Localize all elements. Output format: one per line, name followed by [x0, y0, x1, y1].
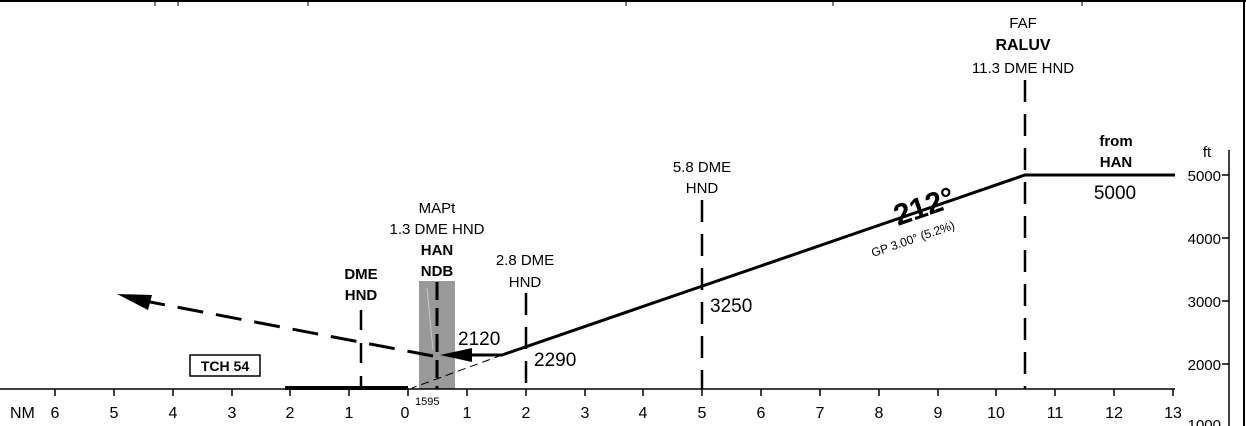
glidepath-extension — [411, 354, 503, 389]
dme-hnd-line1: DME — [344, 266, 377, 283]
dme-2-8-label: 2.8 DME HND — [496, 252, 554, 291]
approach-arrowhead — [440, 348, 472, 362]
dme-5-8-line1: 5.8 DME — [673, 159, 731, 176]
missed-approach-arrowhead — [117, 294, 152, 310]
nm-tick-label: 3 — [228, 405, 237, 422]
nm-tick-label: 3 — [581, 405, 590, 422]
dme-hnd-line2: HND — [345, 287, 378, 304]
nm-tick-label: 2 — [522, 405, 531, 422]
mapt-label-group: MAPt 1.3 DME HND HAN NDB — [389, 200, 484, 280]
faf-label-group: FAF RALUV 11.3 DME HND — [972, 15, 1074, 77]
dme-hnd-label: DME HND — [344, 266, 377, 304]
mapt-han: HAN — [421, 242, 454, 259]
missed-approach-path — [149, 300, 434, 358]
alt-tick-label: 1000 — [1188, 417, 1221, 426]
faf-role: FAF — [1009, 15, 1037, 32]
nm-tick-label: 6 — [51, 405, 60, 422]
threshold-elevation: 1595 — [415, 396, 439, 408]
alt-tick-label: 4000 — [1188, 231, 1221, 248]
alt-tick-label: 2000 — [1188, 357, 1221, 374]
alt-2290-label: 2290 — [534, 350, 576, 371]
nm-tick-label: 9 — [934, 405, 943, 422]
alt-2120-label: 2120 — [458, 329, 500, 350]
mapt-dme: 1.3 DME HND — [389, 221, 484, 238]
alt-5000-label: 5000 — [1094, 183, 1136, 204]
mapt-ndb: NDB — [421, 263, 454, 280]
alt-unit-label: ft — [1203, 144, 1212, 161]
nm-tick-label: 13 — [1164, 405, 1182, 422]
alt-tick-label: 5000 — [1188, 168, 1221, 185]
dme-2-8-line1: 2.8 DME — [496, 252, 554, 269]
faf-dme: 11.3 DME HND — [972, 60, 1074, 77]
from-han-line1: from — [1099, 133, 1132, 150]
nm-tick-label: 6 — [757, 405, 766, 422]
nm-tick-label: 4 — [639, 405, 648, 422]
nm-tick-label: 0 — [401, 405, 410, 422]
nm-axis-labels: 6 5 4 3 2 1 0 1 2 3 4 5 6 7 8 9 10 11 12… — [51, 405, 1182, 422]
mapt-role: MAPt — [419, 200, 457, 217]
tch-box — [189, 354, 261, 377]
alt-axis-labels: 5000 4000 3000 2000 1000 — [1188, 168, 1221, 426]
from-han-line2: HAN — [1100, 154, 1133, 171]
faf-name: RALUV — [995, 37, 1050, 54]
nm-tick-label: 10 — [987, 405, 1005, 422]
nm-tick-label: 1 — [463, 405, 472, 422]
approach-path — [470, 173, 1175, 357]
nm-tick-label: 2 — [286, 405, 295, 422]
nm-tick-label: 12 — [1105, 405, 1123, 422]
nm-tick-label: 1 — [345, 405, 354, 422]
mapt-zone-shade-line — [426, 287, 434, 351]
nm-tick-label: 5 — [110, 405, 119, 422]
dme-5-8-label: 5.8 DME HND — [673, 159, 731, 197]
dme-5-8-line2: HND — [686, 180, 719, 197]
tch-label: TCH 54 — [201, 358, 249, 374]
nm-tick-label: 8 — [875, 405, 884, 422]
nm-axis-label: NM — [10, 405, 35, 422]
alt-3250-label: 3250 — [710, 296, 752, 317]
nm-tick-label: 11 — [1047, 405, 1064, 422]
from-han-label: from HAN — [1099, 133, 1132, 171]
nm-tick-label: 7 — [816, 405, 825, 422]
alt-tick-label: 3000 — [1188, 294, 1221, 311]
nm-tick-label: 4 — [169, 405, 178, 422]
dme-2-8-line2: HND — [509, 274, 542, 291]
nm-tick-label: 5 — [698, 405, 707, 422]
nm-axis-ticks — [54, 389, 1174, 396]
